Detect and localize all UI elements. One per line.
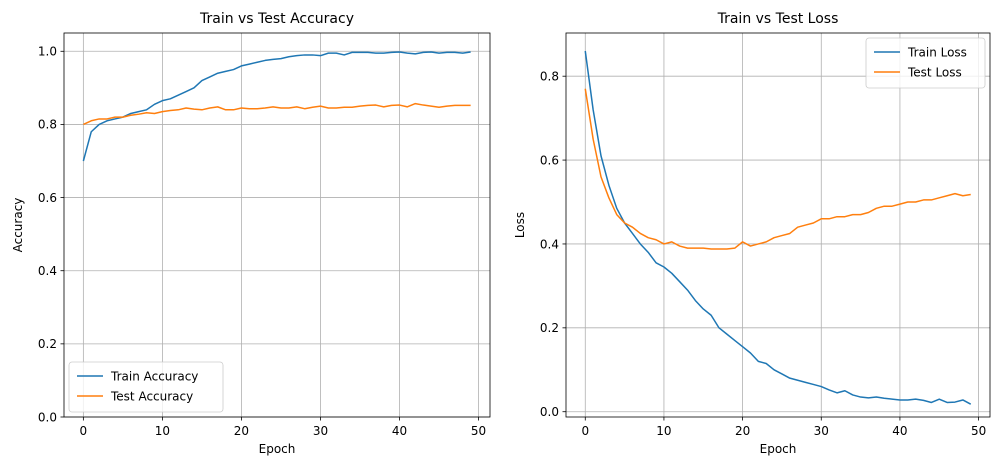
series-line-test-accuracy xyxy=(83,102,471,126)
chart-panel-1: 0 10 20 30 40 50 0.0 0.2 0.4 0.6 0.8 1.0 Train vs Te… xyxy=(11,11,491,456)
x-tick-label: 10 xyxy=(656,424,671,438)
x-tick-label: 20 xyxy=(234,424,249,438)
y-tick-label: 0.2 xyxy=(540,321,559,335)
x-tick-label: 30 xyxy=(313,424,328,438)
chart-panel-2: 0 10 20 30 40 50 0.0 0.2 0.4 0.6 0.8 Train vs Test … xyxy=(513,11,991,456)
x-tick-label: 50 xyxy=(471,424,486,438)
x-tick-label: 50 xyxy=(971,424,986,438)
legend-label: Test Loss xyxy=(907,65,962,79)
legend-box xyxy=(865,37,986,89)
x-axis-label: Epoch xyxy=(760,442,797,456)
y-tick-label: 0.8 xyxy=(38,118,57,132)
plot-frame xyxy=(63,32,491,418)
y-tick-label: 1.0 xyxy=(38,45,57,59)
y-tick-label: 0.4 xyxy=(540,237,559,251)
chart-title: Train vs Test Accuracy xyxy=(199,11,354,27)
series-line-train-loss xyxy=(584,50,972,405)
y-tick-label: 0.6 xyxy=(38,191,57,205)
x-tick-label: 0 xyxy=(80,424,88,438)
y-tick-label: 0.8 xyxy=(540,69,559,83)
y-tick-label: 0.2 xyxy=(38,337,57,351)
series-line-train-accuracy xyxy=(82,51,471,162)
x-tick-label: 20 xyxy=(735,424,750,438)
y-tick-label: 0.0 xyxy=(540,405,559,419)
x-axis-label: Epoch xyxy=(259,442,296,456)
legend: Train Accuracy Test Accuracy xyxy=(68,361,224,413)
legend: Train Loss Test Loss xyxy=(865,37,986,89)
chart-title: Train vs Test Loss xyxy=(717,11,839,27)
x-tick-label: 40 xyxy=(392,424,407,438)
x-tick-label: 40 xyxy=(892,424,907,438)
x-tick-label: 0 xyxy=(581,424,589,438)
y-tick-label: 0.6 xyxy=(540,153,559,167)
x-tick-label: 30 xyxy=(814,424,829,438)
y-axis-label: Accuracy xyxy=(11,198,25,253)
legend-label: Train Accuracy xyxy=(110,369,198,383)
y-tick-label: 0.4 xyxy=(38,264,57,278)
legend-box xyxy=(68,361,224,413)
y-tick-label: 0.0 xyxy=(38,410,57,424)
series-line-test-loss xyxy=(584,88,971,250)
legend-label: Train Loss xyxy=(907,45,967,59)
y-axis-label: Loss xyxy=(513,212,527,238)
x-tick-label: 10 xyxy=(155,424,170,438)
plot-frame xyxy=(565,32,991,418)
legend-label: Test Accuracy xyxy=(110,389,193,403)
